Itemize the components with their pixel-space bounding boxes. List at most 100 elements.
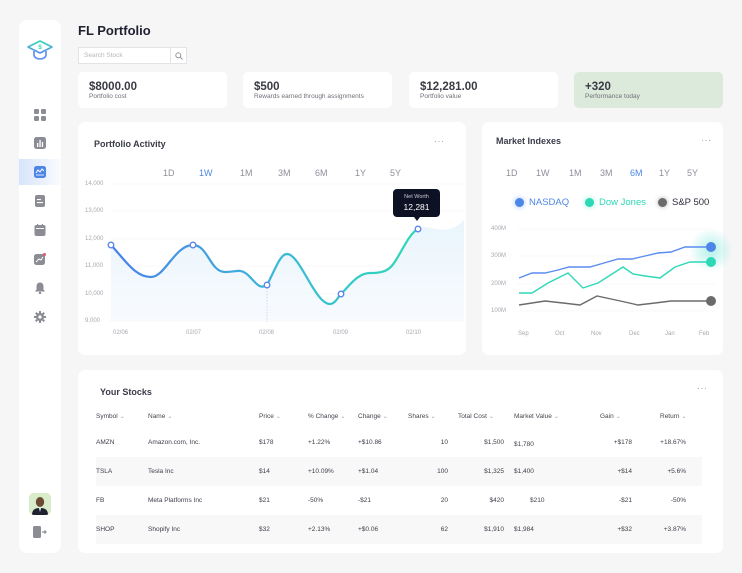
cell-return: -50% [670,497,686,504]
stat-card-rewards: $500 Rewards earned through assignments [243,72,392,108]
sidebar-item-settings[interactable] [19,304,61,330]
search-input[interactable] [79,48,170,63]
legend-nasdaq[interactable]: NASDAQ [515,197,569,208]
cell-pct-change: -50% [308,497,324,504]
column-header-change[interactable]: Change ⌄ [358,412,388,420]
sp500-end-point [706,296,716,306]
cell-total-cost: $1,500 [484,439,504,446]
column-header-name[interactable]: Name ⌄ [148,412,173,420]
column-header-market-value[interactable]: Market Value ⌄ [514,412,559,420]
x-tick: 02/09 [333,330,349,336]
cell-market-value: $210 [530,497,545,504]
stat-card-performance: +320 Performance today [574,72,723,108]
range-tab-3m[interactable]: 3M [600,168,613,178]
document-icon [35,195,45,207]
range-tab-1d[interactable]: 1D [506,168,518,178]
sidebar-item-documents[interactable] [19,188,61,214]
dashboard-grid-icon [34,109,46,121]
x-tick: Feb [699,331,710,337]
legend-dow-jones[interactable]: Dow Jones [585,197,646,208]
portfolio-activity-more-button[interactable]: ··· [434,136,445,146]
table-row[interactable]: FB Meta Platforms Inc $21 -50% -$21 20 $… [96,486,702,515]
market-indexes-card [482,122,723,355]
table-row[interactable]: TSLA Tesla Inc $14 +10.09% +$1.04 100 $1… [96,457,702,486]
page-title: FL Portfolio [78,23,151,38]
search-bar [78,47,187,64]
nasdaq-end-point [706,242,716,252]
range-tab-1y[interactable]: 1Y [659,168,671,178]
sort-chevron-icon: ⌄ [167,413,173,420]
cell-market-value: $1,400 [504,457,584,486]
range-tab-1w[interactable]: 1W [536,168,550,178]
legend-label: NASDAQ [529,197,570,208]
range-tab-6m[interactable]: 6M [630,168,643,178]
sort-chevron-icon: ⌄ [382,413,388,420]
cell-price: $178 [259,439,274,446]
sort-chevron-icon: ⌄ [340,413,346,420]
sidebar-item-portfolio[interactable] [19,159,61,185]
logout-icon[interactable] [33,526,47,538]
stat-value: $500 [254,81,280,93]
table-row[interactable]: AMZN Amazon.com, Inc. $178 +1.22% +$10.8… [96,428,702,457]
range-tab-6m[interactable]: 6M [315,168,328,178]
y-tick: 400M [491,226,507,232]
range-tab-1m[interactable]: 1M [569,168,582,178]
market-indexes-title: Market Indexes [496,136,562,146]
cell-total-cost: $420 [489,497,504,504]
x-tick: Sep [518,331,529,337]
stat-label: Portfolio value [420,93,462,100]
sidebar-item-calendar[interactable] [19,217,61,243]
cell-symbol: SHOP [96,515,148,544]
x-tick: 02/08 [259,330,275,336]
sidebar-item-dashboard[interactable] [19,102,61,128]
cell-shares: 100 [408,457,448,486]
column-header-return[interactable]: Return ⌄ [660,412,687,420]
user-avatar[interactable] [29,493,51,515]
range-tab-1y[interactable]: 1Y [355,168,367,178]
table-row[interactable]: SHOP Shopify Inc $32 +2.13% +$0.06 62 $1… [96,515,702,544]
cell-return: +3.87% [646,515,702,544]
search-button[interactable] [170,48,186,63]
cell-pct-change: +2.13% [308,515,358,544]
x-tick: Nov [591,331,602,337]
legend-sp500[interactable]: S&P 500 [658,197,709,208]
column-header-symbol[interactable]: Symbol ⌄ [96,412,125,420]
column-header-gain[interactable]: Gain ⌄ [600,412,621,420]
portfolio-chart-icon [34,166,46,178]
market-indexes-more-button[interactable]: ··· [701,135,712,145]
y-tick: 200M [491,281,507,287]
settings-gear-icon [34,311,46,323]
column-header-pct-change[interactable]: % Change ⌄ [308,412,346,420]
column-header-price[interactable]: Price ⌄ [259,412,281,420]
sidebar-item-trends[interactable] [19,246,61,272]
y-tick: 12,000 [85,236,104,242]
range-tab-1d[interactable]: 1D [163,168,175,178]
range-tab-3m[interactable]: 3M [278,168,291,178]
range-tab-1m[interactable]: 1M [240,168,253,178]
cell-name: Amazon.com, Inc. [148,439,201,446]
sidebar: $ [19,20,61,553]
user-avatar-icon [29,493,51,515]
tooltip-value: 12,281 [403,202,430,212]
range-tab-5y[interactable]: 5Y [687,168,699,178]
column-header-shares[interactable]: Shares ⌄ [408,412,436,420]
sort-chevron-icon: ⌄ [119,413,125,420]
trending-icon [34,253,46,265]
stat-card-portfolio-cost: $8000.00 Portfolio cost [78,72,227,108]
cell-gain: +$32 [584,515,646,544]
range-tab-5y[interactable]: 5Y [390,168,402,178]
column-header-total-cost[interactable]: Total Cost ⌄ [458,412,494,420]
y-tick: 300M [491,253,507,259]
cell-name: Tesla Inc [148,457,259,486]
cell-symbol: FB [96,497,105,504]
sidebar-item-notifications[interactable] [19,275,61,301]
range-tab-1w[interactable]: 1W [199,168,213,178]
y-tick: 9,000 [85,318,101,324]
sidebar-item-analytics[interactable] [19,130,61,156]
x-tick: Jan [665,331,675,337]
sort-chevron-icon: ⌄ [681,413,687,420]
your-stocks-more-button[interactable]: ··· [697,383,708,393]
data-point [414,225,422,233]
graduation-cap-dollar-icon[interactable]: $ [26,36,54,64]
